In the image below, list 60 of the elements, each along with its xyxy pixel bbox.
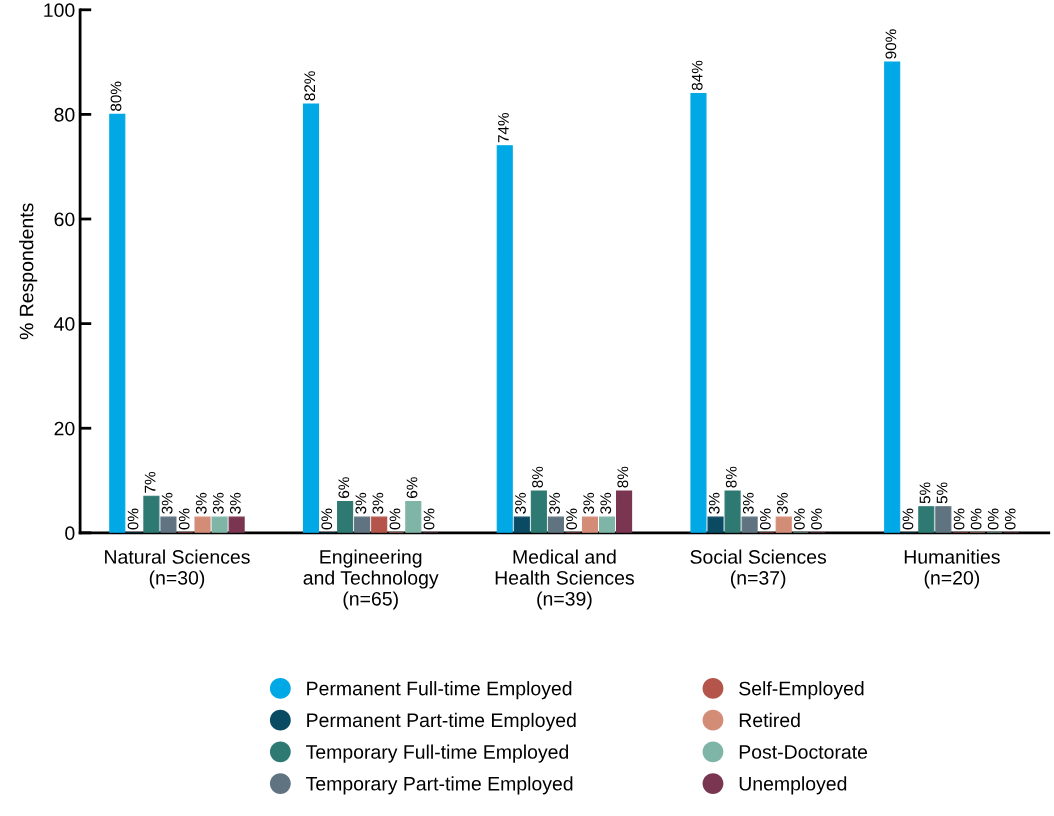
data-label: 0% — [389, 508, 401, 530]
x-tick-label: Engineering and Technology (n=65) — [303, 549, 439, 610]
data-label: 3% — [515, 492, 526, 514]
data-label: 3% — [229, 492, 241, 514]
data-label: 6% — [406, 477, 418, 498]
y-tick-label: 80 — [54, 107, 75, 122]
data-label: 0% — [321, 508, 333, 530]
data-label: 3% — [742, 492, 754, 514]
data-label: 0% — [423, 508, 435, 530]
x-tick-label: Natural Sciences (n=30) — [105, 549, 250, 589]
legend-label: Temporary Part-time Employed — [306, 776, 573, 795]
data-label: 6% — [338, 477, 350, 498]
data-label: 3% — [161, 492, 173, 514]
data-label: 8% — [532, 466, 543, 488]
y-tick-label: 20 — [54, 421, 75, 436]
legend-label: Unemployed — [739, 776, 847, 795]
legend-label: Retired — [739, 712, 800, 728]
y-axis-title: % Respondents — [19, 203, 38, 340]
data-label: 0% — [127, 508, 139, 530]
data-label: 5% — [919, 482, 931, 504]
data-label: 8% — [725, 466, 737, 488]
legend-label: Self-Employed — [739, 681, 864, 700]
data-label: 0% — [178, 508, 190, 530]
x-tick-label: Medical and Health Sciences (n=39) — [495, 549, 634, 610]
data-label: 0% — [1004, 508, 1016, 530]
data-label: 5% — [936, 482, 948, 504]
legend-label: Permanent Full-time Employed — [307, 681, 572, 700]
data-label: 0% — [902, 508, 914, 530]
data-label: 3% — [549, 492, 560, 514]
data-label: 0% — [953, 508, 965, 530]
data-label: 3% — [777, 492, 788, 514]
data-label: 3% — [372, 492, 384, 514]
data-label: 0% — [987, 508, 999, 530]
legend-label: Post-Doctorate — [739, 745, 868, 759]
legend-label: Temporary Full-time Employed — [306, 744, 569, 763]
data-label: 0% — [566, 508, 578, 530]
y-tick-label: 0 — [65, 526, 75, 541]
data-label: 90% — [885, 29, 897, 59]
y-tick-label: 60 — [54, 212, 75, 227]
y-tick-label: 40 — [54, 317, 75, 331]
data-label: 0% — [794, 508, 805, 530]
data-label: 3% — [583, 492, 595, 514]
data-label: 7% — [144, 471, 156, 493]
data-label: 0% — [811, 508, 822, 530]
data-label: 0% — [759, 508, 771, 530]
legend-label: Permanent Part-time Employed — [307, 712, 576, 731]
x-tick-label: Social Sciences (n=37) — [690, 549, 827, 589]
data-label: 3% — [212, 492, 224, 514]
x-tick-label: Humanities (n=20) — [904, 549, 1000, 589]
y-tick-label: 100 — [44, 3, 75, 18]
data-label: 3% — [195, 492, 207, 514]
data-label: 80% — [110, 81, 122, 111]
data-label: 8% — [617, 466, 629, 488]
data-label: 3% — [600, 492, 612, 514]
data-label: 0% — [970, 508, 982, 530]
data-label: 3% — [708, 492, 720, 514]
data-label: 3% — [355, 492, 367, 514]
data-label: 84% — [691, 60, 703, 91]
data-label: 82% — [304, 71, 316, 101]
data-label: 74% — [498, 112, 509, 143]
